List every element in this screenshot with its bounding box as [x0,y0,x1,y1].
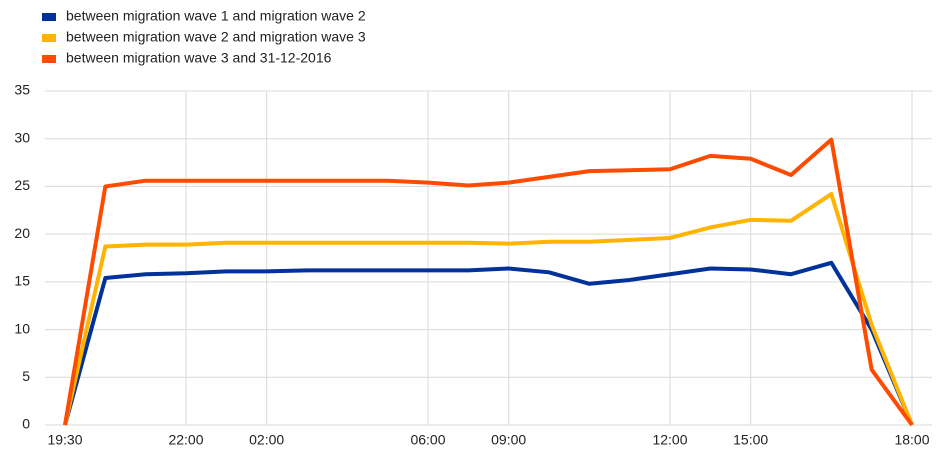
legend-label: between migration wave 1 and migration w… [66,8,366,24]
y-tick-label: 0 [22,416,30,432]
x-tick-label: 15:00 [733,432,768,448]
legend-label: between migration wave 2 and migration w… [66,29,366,45]
x-tick-label: 12:00 [652,432,687,448]
legend-swatch [42,55,56,63]
y-tick-label: 15 [14,273,30,289]
series-line [63,260,914,426]
legend-label: between migration wave 3 and 31-12-2016 [66,50,332,66]
x-tick-label: 09:00 [491,432,526,448]
y-tick-label: 30 [14,129,30,145]
x-tick-label: 22:00 [168,432,203,448]
legend-swatch [42,34,56,42]
x-tick-label: 02:00 [249,432,284,448]
y-tick-label: 35 [14,82,30,98]
y-tick-label: 5 [22,368,30,384]
y-tick-label: 10 [14,320,30,336]
y-tick-label: 20 [14,225,30,241]
legend-swatch [42,13,56,21]
x-tick-label: 18:00 [894,432,929,448]
y-tick-label: 25 [14,177,30,193]
x-tick-label: 19:30 [47,432,82,448]
x-tick-label: 06:00 [410,432,445,448]
series-line [63,192,914,426]
series-line [63,137,914,427]
